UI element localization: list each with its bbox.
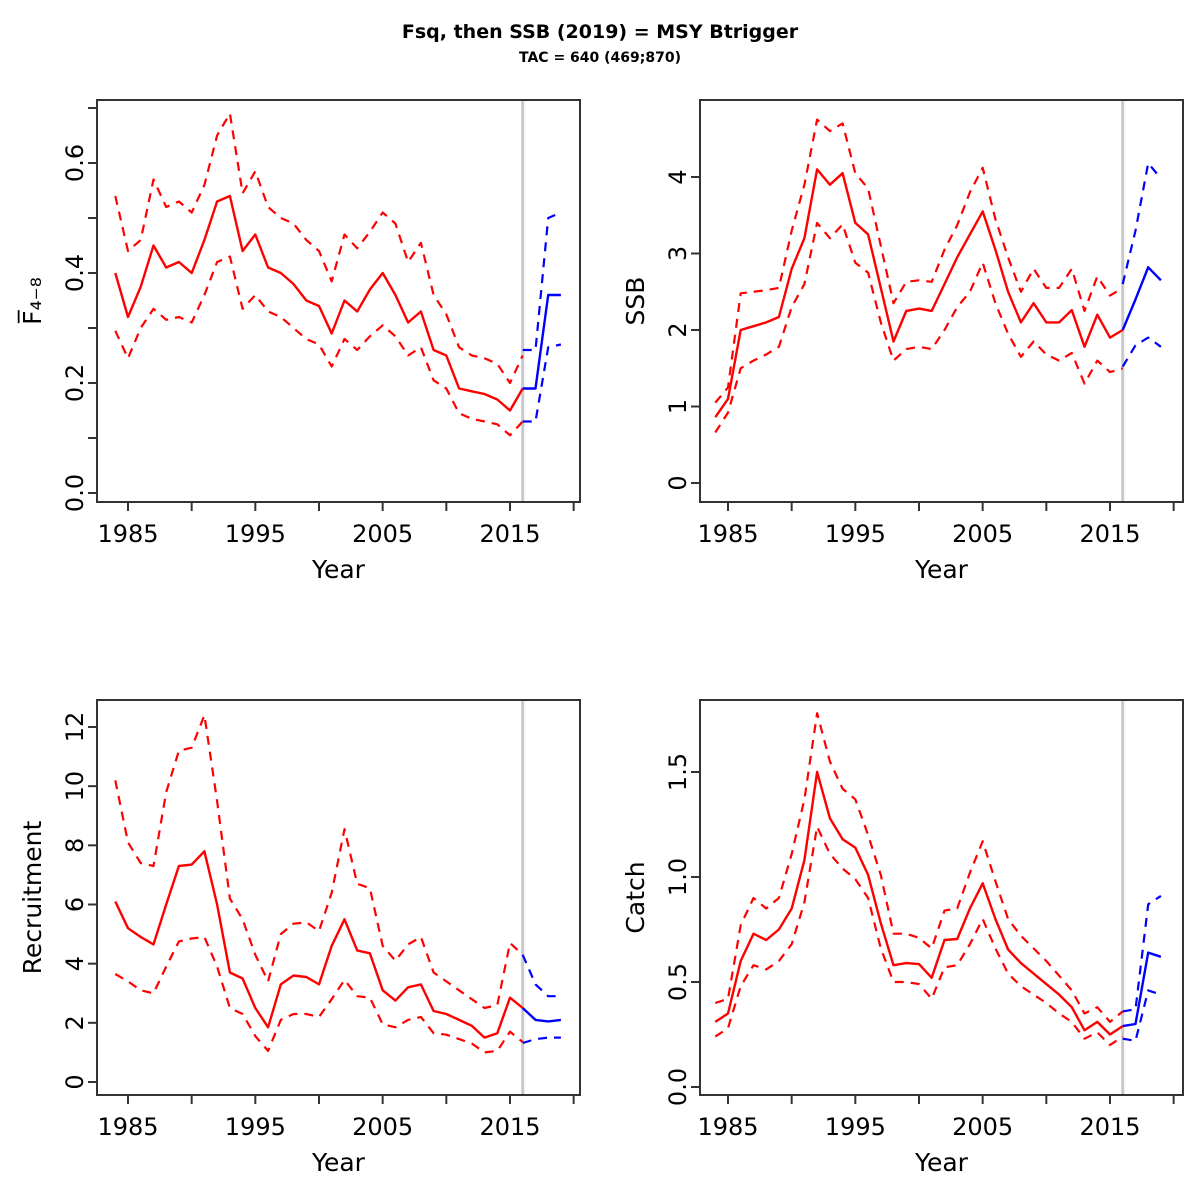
recruitment-y-tick-label: 12 <box>61 712 89 743</box>
ssb-forecast-median-line <box>1121 266 1162 331</box>
fbar-x-axis-title: Year <box>311 555 366 584</box>
recruitment-x-axis-title: Year <box>311 1148 366 1177</box>
catch-forecast-median-line <box>1122 951 1162 1028</box>
panel-fbar: 1985 1995 2005 2015 0.0 0.2 0.4 0.6 Year F̅₄₋₈ <box>17 99 581 584</box>
fbar-y-tick-label: 0.4 <box>61 254 89 292</box>
fbar-forecast-median-line <box>522 293 561 390</box>
ssb-x-tick-label: 2005 <box>952 520 1013 548</box>
catch-forecast-lower-ci-line <box>1122 989 1162 1042</box>
catch-plot-box <box>699 699 1184 1096</box>
panel-recruitment: 1985 1995 2005 2015 0 2 4 6 8 10 12 Year Recruitment <box>18 699 581 1177</box>
catch-y-tick-label: 1.5 <box>664 753 692 791</box>
catch-y-tick-label: 1.0 <box>664 858 692 896</box>
fbar-plot-box <box>96 99 581 503</box>
panel-catch: 1985 1995 2005 2015 0.0 0.5 1.0 1.5 Year Catch <box>621 699 1184 1177</box>
ssb-y-tick-label: 2 <box>664 322 692 337</box>
fbar-historical-median-line <box>114 194 524 412</box>
fbar-x-tick-label: 2005 <box>352 520 413 548</box>
recruitment-y-tick-label: 0 <box>61 1074 89 1089</box>
recruitment-historical-upper-ci-line <box>114 714 524 1010</box>
ssb-y-tick-label: 0 <box>664 475 692 490</box>
ssb-historical-lower-ci-line <box>714 221 1124 434</box>
recruitment-x-tick-label: 2005 <box>352 1113 413 1141</box>
recruitment-y-tick-label: 10 <box>61 771 89 802</box>
fbar-historical-lower-ci-line <box>114 255 524 437</box>
catch-y-axis-title: Catch <box>621 861 650 933</box>
ssb-historical-upper-ci-line <box>714 118 1124 404</box>
fbar-y-tick-label: 0.6 <box>61 144 89 182</box>
catch-y-tick-label: 0.0 <box>664 1068 692 1106</box>
ssb-x-tick-label: 2015 <box>1079 520 1140 548</box>
ssb-y-tick-label: 1 <box>664 399 692 414</box>
recruitment-y-tick-label: 6 <box>61 897 89 912</box>
catch-historical-lower-ci-line <box>714 825 1124 1047</box>
ssb-x-tick-label: 1985 <box>697 520 758 548</box>
recruitment-forecast-upper-ci-line <box>521 954 561 998</box>
ssb-forecast-upper-ci-line <box>1121 162 1162 285</box>
figure-title: Fsq, then SSB (2019) = MSY Btrigger <box>402 21 799 43</box>
recruitment-x-tick-label: 1995 <box>225 1113 286 1141</box>
ssb-x-axis-title: Year <box>914 555 969 584</box>
recruitment-y-tick-label: 4 <box>61 956 89 971</box>
ssb-forecast-lower-ci-line <box>1121 336 1162 368</box>
catch-y-tick-label: 0.5 <box>664 963 692 1001</box>
catch-forecast-upper-ci-line <box>1122 894 1162 1013</box>
recruitment-x-tick-label: 1985 <box>97 1113 158 1141</box>
recruitment-y-axis-title: Recruitment <box>18 820 47 974</box>
fbar-y-tick-label: 0.2 <box>61 364 89 402</box>
ssb-y-tick-label: 4 <box>664 169 692 184</box>
catch-x-tick-label: 1995 <box>825 1113 886 1141</box>
catch-x-tick-label: 1985 <box>697 1113 758 1141</box>
catch-x-tick-label: 2005 <box>952 1113 1013 1141</box>
catch-x-tick-label: 2015 <box>1079 1113 1140 1141</box>
recruitment-plot-box <box>96 699 581 1096</box>
figure-subtitle: TAC = 640 (469;870) <box>519 50 681 66</box>
fbar-historical-upper-ci-line <box>114 112 524 385</box>
fbar-x-tick-label: 1995 <box>225 520 286 548</box>
catch-historical-median-line <box>714 770 1124 1036</box>
recruitment-historical-lower-ci-line <box>114 935 524 1054</box>
fbar-x-tick-label: 1985 <box>97 520 158 548</box>
recruitment-y-tick-label: 8 <box>61 838 89 853</box>
recruitment-forecast-lower-ci-line <box>522 1036 561 1045</box>
fbar-y-axis-title: F̅₄₋₈ <box>17 277 47 325</box>
recruitment-x-tick-label: 2015 <box>479 1113 540 1141</box>
ssb-x-tick-label: 1995 <box>825 520 886 548</box>
ssb-y-tick-label: 3 <box>664 246 692 261</box>
fbar-x-tick-label: 2015 <box>479 520 540 548</box>
recruitment-historical-median-line <box>114 850 524 1039</box>
ssb-y-axis-title: SSB <box>621 277 650 326</box>
panel-ssb: 1985 1995 2005 2015 0 1 2 3 4 Year SSB <box>621 99 1184 584</box>
recruitment-y-tick-label: 2 <box>61 1015 89 1030</box>
fbar-y-tick-label: 0.0 <box>61 474 89 512</box>
fbar-forecast-lower-ci-line <box>522 343 562 423</box>
recruitment-forecast-median-line <box>521 1007 562 1023</box>
catch-x-axis-title: Year <box>914 1148 969 1177</box>
ssb-historical-median-line <box>714 168 1124 418</box>
ssb-plot-box <box>699 99 1184 503</box>
catch-historical-upper-ci-line <box>714 712 1124 1024</box>
fbar-forecast-upper-ci-line <box>522 211 562 352</box>
